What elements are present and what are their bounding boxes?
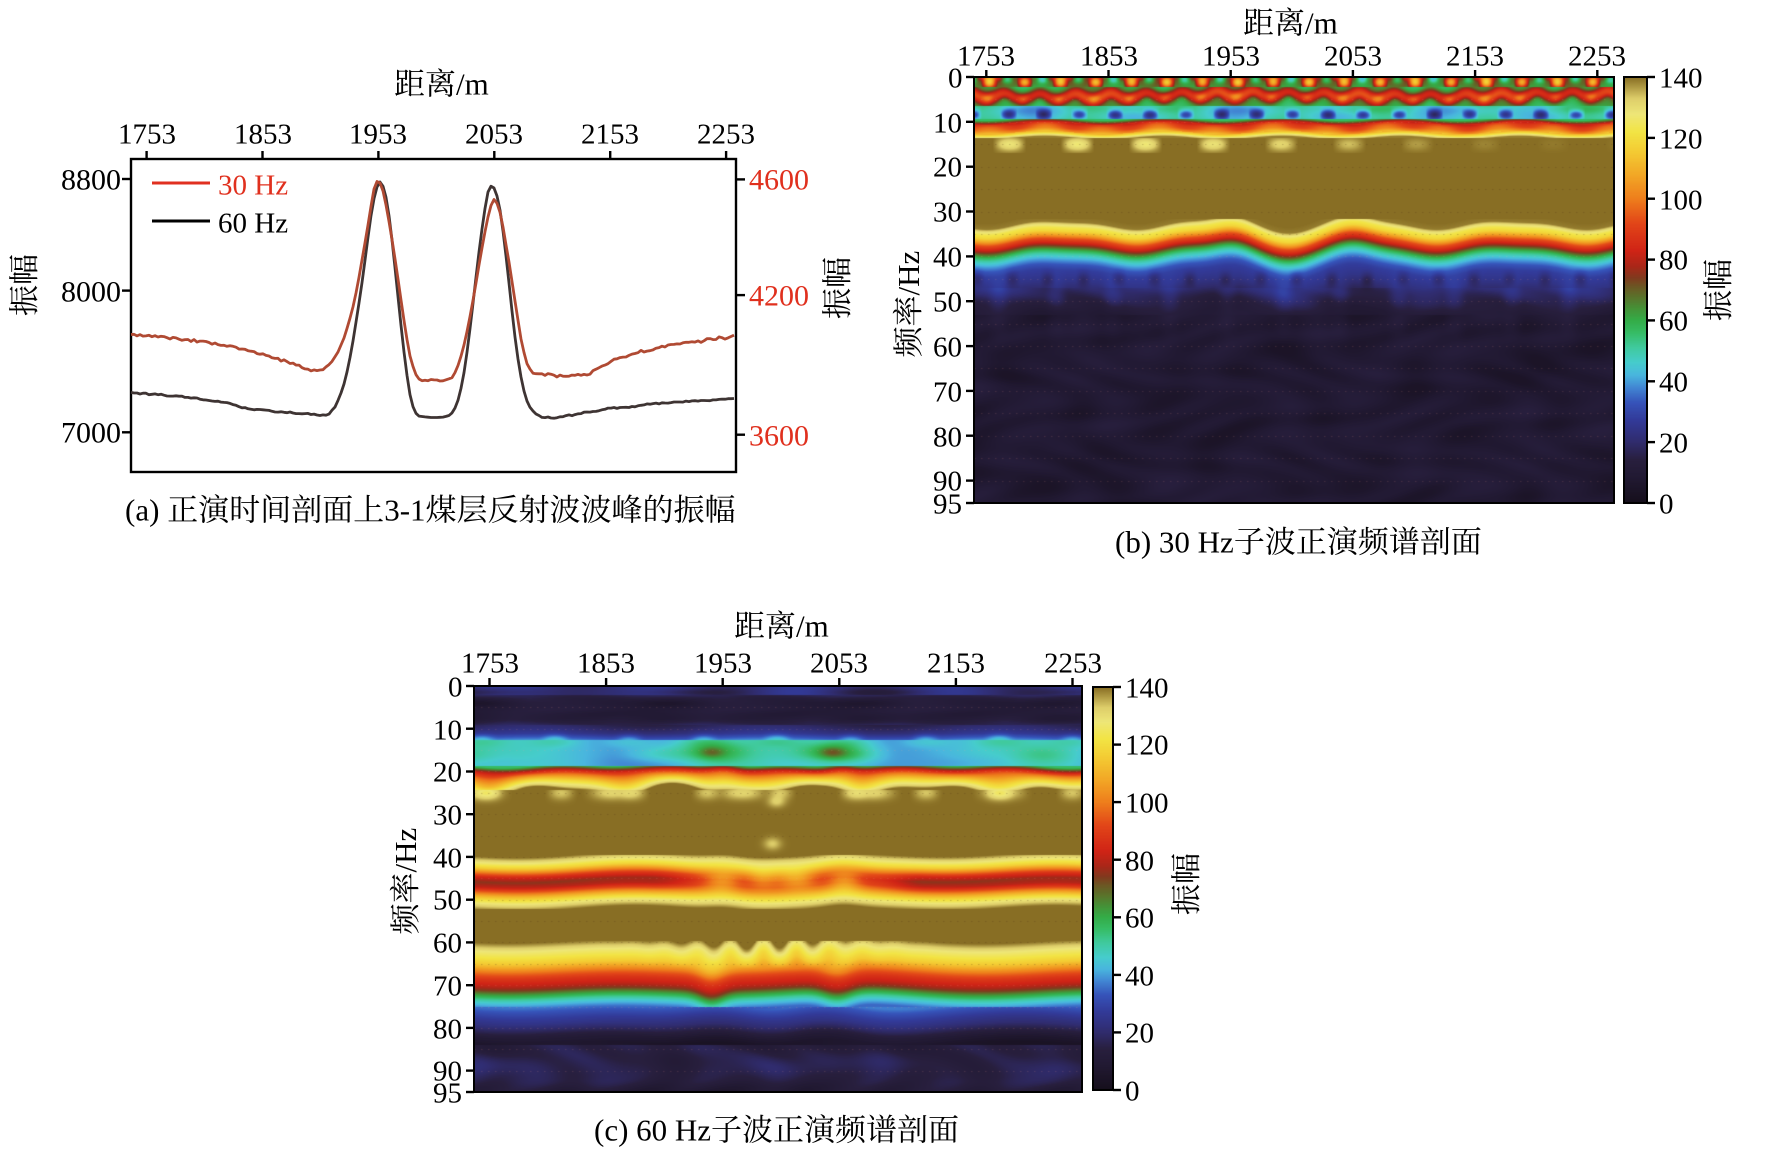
svg-text:/m: /m bbox=[1305, 6, 1338, 41]
svg-text:1953: 1953 bbox=[694, 647, 752, 679]
svg-text:80: 80 bbox=[933, 421, 962, 453]
svg-text:60: 60 bbox=[1659, 305, 1688, 337]
svg-text:1853: 1853 bbox=[577, 647, 635, 679]
svg-text:10: 10 bbox=[433, 714, 462, 746]
svg-text:10: 10 bbox=[933, 107, 962, 139]
svg-text:1953: 1953 bbox=[349, 118, 407, 150]
svg-text:120: 120 bbox=[1125, 730, 1169, 762]
svg-text:60: 60 bbox=[1125, 902, 1154, 934]
svg-text:/m: /m bbox=[796, 609, 829, 644]
svg-text:7000: 7000 bbox=[61, 416, 121, 449]
svg-text:30: 30 bbox=[433, 799, 462, 831]
svg-text:0: 0 bbox=[948, 62, 963, 94]
svg-text:70: 70 bbox=[933, 376, 962, 408]
svg-text:1753: 1753 bbox=[957, 40, 1015, 72]
svg-text:1753: 1753 bbox=[461, 647, 519, 679]
svg-text:95: 95 bbox=[433, 1077, 462, 1109]
svg-text:/Hz: /Hz bbox=[388, 828, 423, 873]
svg-text:140: 140 bbox=[1125, 672, 1169, 704]
svg-text:100: 100 bbox=[1659, 184, 1703, 216]
svg-text:(b) 30 Hz: (b) 30 Hz bbox=[1115, 525, 1234, 560]
svg-text:4200: 4200 bbox=[749, 279, 809, 312]
svg-text:20: 20 bbox=[1125, 1017, 1154, 1049]
svg-text:3600: 3600 bbox=[749, 419, 809, 452]
svg-text:2053: 2053 bbox=[465, 118, 523, 150]
svg-text:40: 40 bbox=[433, 842, 462, 874]
svg-text:60: 60 bbox=[433, 927, 462, 959]
svg-text:90: 90 bbox=[433, 1056, 462, 1088]
svg-text:0: 0 bbox=[1125, 1075, 1140, 1107]
svg-text:140: 140 bbox=[1659, 62, 1703, 94]
svg-text:2153: 2153 bbox=[927, 647, 985, 679]
svg-text:100: 100 bbox=[1125, 787, 1169, 819]
svg-text:80: 80 bbox=[1659, 245, 1688, 277]
svg-text:/m: /m bbox=[456, 67, 489, 102]
svg-text:20: 20 bbox=[933, 152, 962, 184]
svg-text:2153: 2153 bbox=[1446, 40, 1504, 72]
svg-text:90: 90 bbox=[933, 466, 962, 498]
svg-text:0: 0 bbox=[448, 671, 463, 703]
svg-text:(a): (a) bbox=[125, 493, 167, 528]
svg-text:30 Hz: 30 Hz bbox=[218, 169, 288, 201]
svg-text:1953: 1953 bbox=[1202, 40, 1260, 72]
svg-text:2053: 2053 bbox=[1324, 40, 1382, 72]
svg-text:2253: 2253 bbox=[697, 118, 755, 150]
svg-text:60: 60 bbox=[933, 331, 962, 363]
svg-text:80: 80 bbox=[433, 1013, 462, 1045]
svg-text:80: 80 bbox=[1125, 845, 1154, 877]
svg-text:1853: 1853 bbox=[234, 118, 292, 150]
svg-text:20: 20 bbox=[1659, 427, 1688, 459]
svg-text:20: 20 bbox=[433, 756, 462, 788]
svg-text:50: 50 bbox=[433, 885, 462, 917]
svg-text:1753: 1753 bbox=[118, 118, 176, 150]
svg-text:3-1: 3-1 bbox=[384, 493, 425, 528]
svg-text:8800: 8800 bbox=[61, 163, 121, 196]
svg-text:2053: 2053 bbox=[810, 647, 868, 679]
svg-text:0: 0 bbox=[1659, 488, 1674, 520]
svg-text:8000: 8000 bbox=[61, 275, 121, 308]
svg-text:/Hz: /Hz bbox=[891, 251, 926, 296]
svg-text:4600: 4600 bbox=[749, 163, 809, 196]
svg-text:120: 120 bbox=[1659, 123, 1703, 155]
svg-text:2253: 2253 bbox=[1044, 647, 1102, 679]
svg-text:50: 50 bbox=[933, 286, 962, 318]
svg-text:(c) 60 Hz: (c) 60 Hz bbox=[594, 1113, 711, 1148]
svg-text:70: 70 bbox=[433, 970, 462, 1002]
svg-text:30: 30 bbox=[933, 197, 962, 229]
svg-text:40: 40 bbox=[1125, 960, 1154, 992]
svg-text:95: 95 bbox=[933, 488, 962, 520]
svg-text:2253: 2253 bbox=[1568, 40, 1626, 72]
svg-text:60 Hz: 60 Hz bbox=[218, 207, 288, 239]
svg-text:40: 40 bbox=[933, 241, 962, 273]
svg-text:1853: 1853 bbox=[1080, 40, 1138, 72]
svg-text:40: 40 bbox=[1659, 366, 1688, 398]
svg-text:2153: 2153 bbox=[581, 118, 639, 150]
